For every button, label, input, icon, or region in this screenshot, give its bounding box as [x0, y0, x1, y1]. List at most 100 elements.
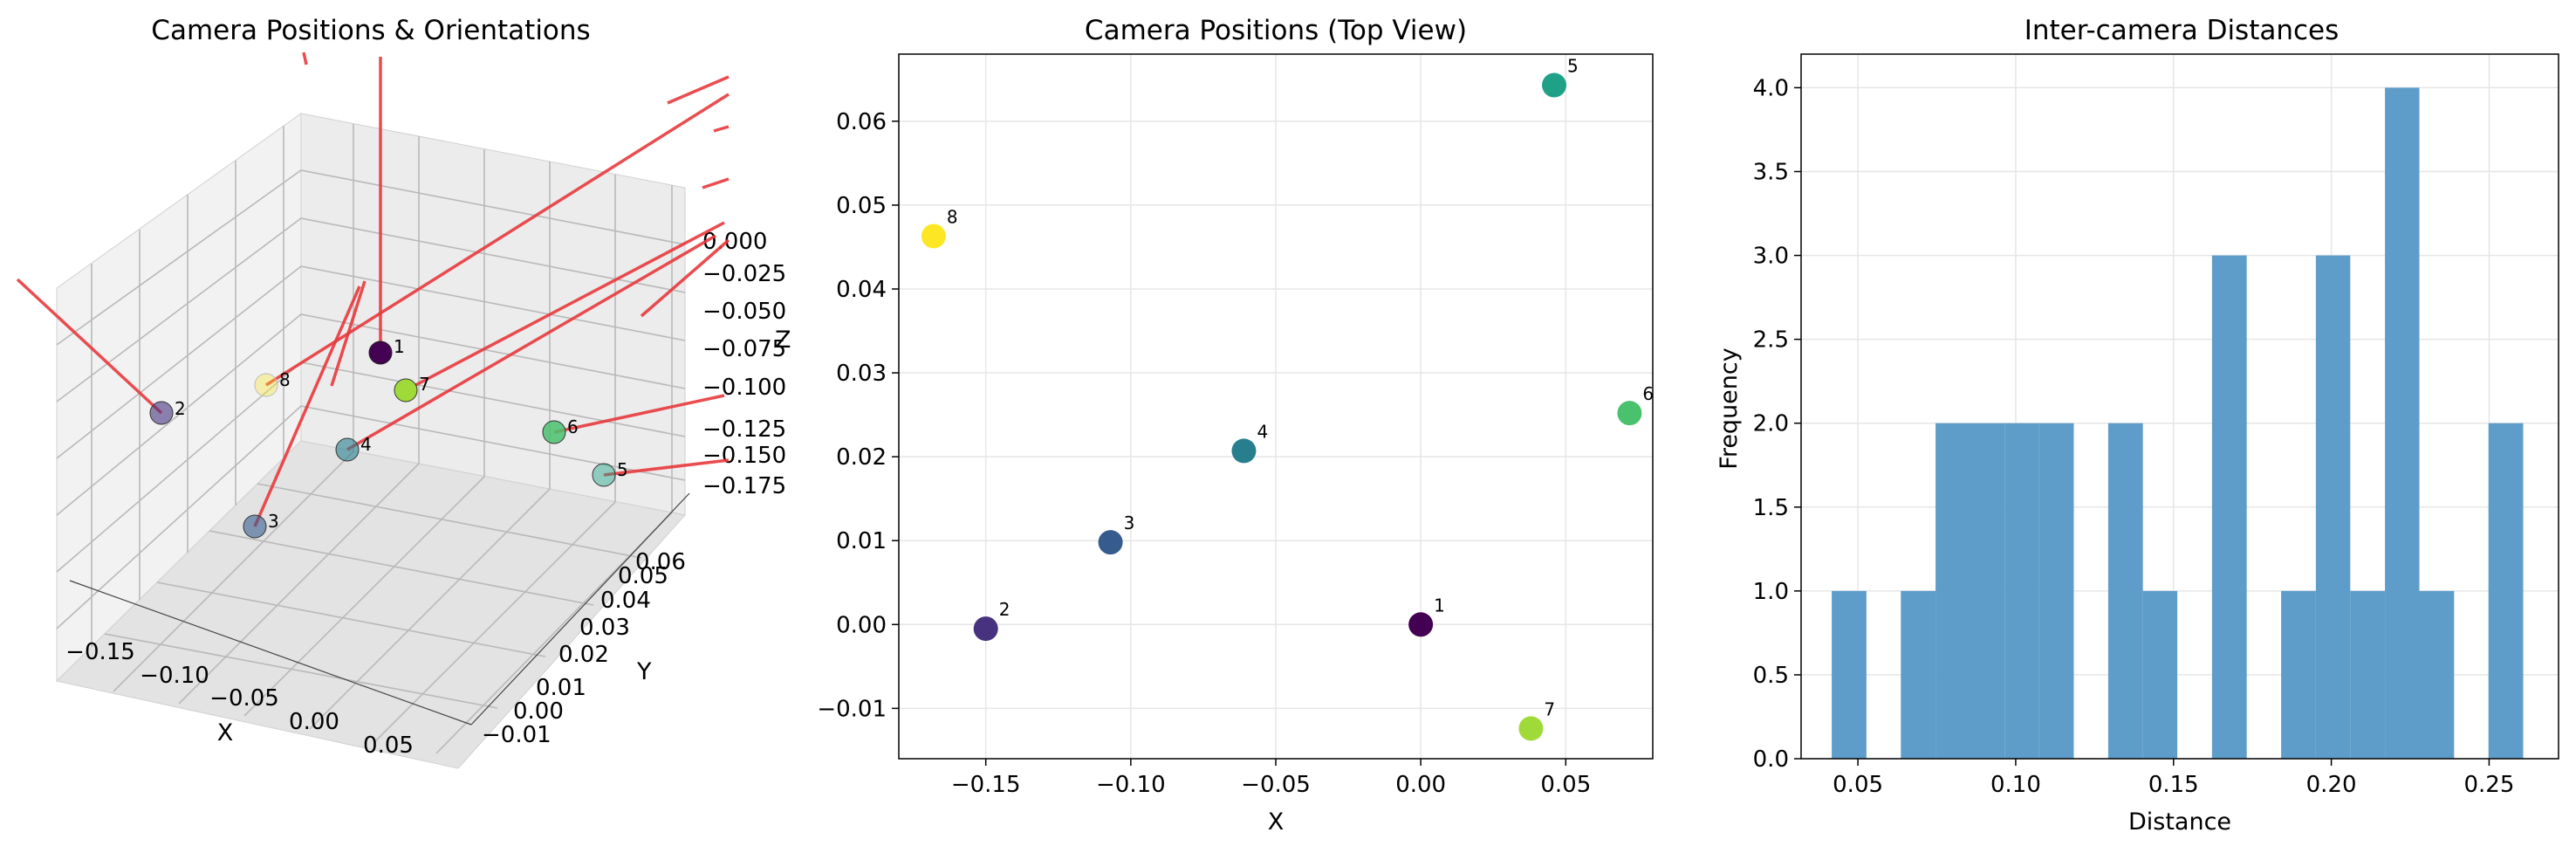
x-tick-label: −0.15 — [951, 772, 1021, 798]
y-tick-label: 0.0 — [1753, 746, 1789, 773]
point-3d-label: 1 — [394, 336, 405, 357]
camera-point-label: 4 — [1257, 421, 1268, 442]
histogram-bar — [1901, 590, 1936, 759]
camera-point-2 — [973, 616, 998, 642]
points-top-view: 1 2 3 4 5 6 7 8 — [921, 56, 1654, 741]
y-axis-label-3d: Y — [636, 658, 652, 685]
orientation-line — [702, 177, 730, 189]
y-tick-label: 0.04 — [836, 277, 887, 303]
orientation-line — [253, 285, 361, 527]
x-tick-label: −0.05 — [1241, 772, 1311, 798]
point-3d-label: 5 — [617, 459, 628, 480]
y-tick-label: 0.00 — [836, 612, 887, 638]
x-tick-label: 0.05 — [1540, 772, 1591, 798]
camera-point-label: 8 — [947, 206, 958, 227]
orientation-line — [265, 93, 730, 387]
chart-title-top-view: Camera Positions (Top View) — [1085, 15, 1467, 46]
histogram-bar — [1935, 423, 1970, 759]
y-tick-label: 2.5 — [1753, 327, 1789, 354]
panel-histogram: Inter-camera Distances 0.05 0.10 0.15 0.20 0… — [1716, 15, 2559, 836]
point-3d-camera-2 — [149, 401, 174, 425]
camera-point-label: 5 — [1567, 56, 1579, 77]
orientation-line — [713, 125, 730, 133]
x-ticks-3d: −0.15 −0.10 −0.05 0.00 0.05 — [65, 639, 414, 759]
y-ticks-top-view: −0.01 0.00 0.01 0.02 0.03 0.04 0.05 0.06 — [817, 109, 899, 722]
point-3d-camera-6 — [542, 420, 566, 444]
camera-point-label: 2 — [999, 599, 1011, 620]
y-ticks-histogram: 0.0 0.5 1.0 1.5 2.0 2.5 3.0 3.5 4.0 — [1753, 75, 1801, 773]
histogram-bar — [2488, 423, 2524, 759]
camera-point-3 — [1098, 530, 1123, 555]
y-tick-3d: 0.05 — [618, 563, 668, 589]
orientation-line — [302, 52, 308, 65]
histogram-bar — [2107, 423, 2143, 759]
y-tick-label: 3.5 — [1753, 160, 1789, 186]
camera-point-5 — [1542, 72, 1567, 98]
point-3d-camera-8 — [254, 373, 278, 397]
z-tick-3d: 0.000 — [702, 229, 767, 255]
y-tick-label: 0.06 — [836, 109, 887, 135]
z-tick-3d: −0.150 — [702, 443, 786, 469]
z-tick-3d: −0.175 — [702, 473, 786, 499]
histogram-bar — [2038, 423, 2074, 759]
orientation-line — [640, 238, 730, 318]
y-tick-3d: 0.01 — [536, 675, 586, 701]
point-3d-camera-7 — [394, 378, 418, 402]
x-axis-label-top-view: X — [1268, 808, 1285, 836]
histogram-bar — [2419, 590, 2455, 759]
panel-top-view: Camera Positions (Top View) −0.15 −0.10 −0… — [817, 15, 1654, 836]
y-tick-3d: 0.03 — [579, 615, 630, 641]
x-tick-label: 0.00 — [1395, 772, 1446, 798]
x-tick-3d: 0.00 — [289, 709, 339, 735]
point-3d-label: 3 — [268, 511, 279, 532]
point-3d-camera-1 — [368, 341, 393, 365]
y-tick-label: 0.03 — [836, 361, 887, 387]
camera-point-8 — [921, 224, 946, 249]
grid-top-view — [899, 54, 1653, 759]
histogram-bar — [2315, 255, 2351, 760]
camera-point-1 — [1408, 612, 1434, 637]
camera-point-4 — [1231, 438, 1257, 464]
y-tick-label: 4.0 — [1753, 75, 1789, 101]
y-tick-label: 2.0 — [1753, 411, 1789, 437]
y-tick-label: 3.0 — [1753, 244, 1789, 270]
histogram-bar — [1832, 590, 1867, 759]
point-3d-camera-4 — [335, 437, 360, 462]
z-tick-3d: −0.075 — [702, 336, 786, 362]
plot-frame-histogram — [1800, 53, 2559, 760]
y-tick-3d: 0.04 — [600, 588, 651, 614]
histogram-bar — [2211, 255, 2247, 760]
y-tick-label: 0.01 — [836, 528, 887, 554]
histogram-bar — [2004, 423, 2039, 759]
y-ticks-3d: −0.01 0.00 0.01 0.02 0.03 0.04 0.05 0.06 — [482, 549, 686, 748]
y-tick-label: 1.5 — [1753, 495, 1789, 521]
camera-point-label: 6 — [1642, 383, 1654, 404]
point-3d-label: 8 — [279, 369, 291, 390]
orientation-line — [553, 394, 725, 434]
chart-title-histogram: Inter-camera Distances — [2024, 15, 2340, 46]
x-tick-3d: −0.15 — [65, 639, 135, 665]
y-tick-3d: 0.02 — [558, 642, 609, 668]
orientation-line — [330, 280, 367, 387]
z-tick-3d: −0.125 — [702, 416, 786, 443]
camera-point-label: 3 — [1124, 512, 1135, 533]
histogram-bar — [2281, 590, 2316, 759]
histogram-bar — [2350, 590, 2386, 759]
y-axis-label-histogram: Frequency — [1716, 347, 1743, 470]
pane-floor — [55, 440, 686, 769]
y-tick-label: 0.5 — [1753, 663, 1789, 689]
x-tick-label: 0.05 — [1833, 772, 1883, 798]
point-3d-label: 4 — [360, 434, 372, 455]
point-3d-camera-5 — [592, 463, 616, 487]
orientation-line — [16, 278, 163, 415]
y-tick-label: −0.01 — [817, 696, 887, 722]
x-tick-3d: −0.05 — [209, 685, 279, 712]
orientation-line — [405, 221, 725, 392]
y-tick-3d: −0.01 — [482, 722, 552, 748]
bars-histogram — [1832, 87, 2524, 760]
z-axis-label-3d: Z — [775, 327, 791, 354]
x-ticks-top-view: −0.15 −0.10 −0.05 0.00 0.05 — [951, 759, 1591, 798]
y-axis-line-3d — [470, 492, 690, 726]
y-tick-3d: 0.00 — [513, 698, 564, 725]
